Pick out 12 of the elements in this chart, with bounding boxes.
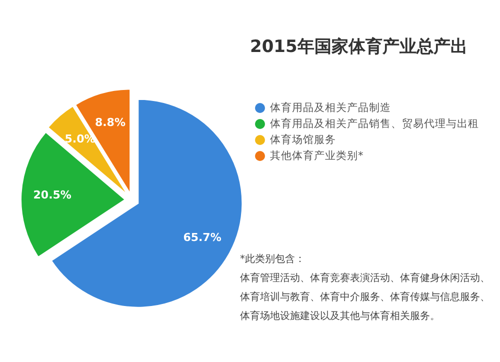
data-label: 8.8% [94, 116, 126, 130]
data-label: 20.5% [33, 188, 72, 202]
text: *此类别包含： [240, 253, 305, 265]
legend-label: 其他体育产业类别* [270, 148, 364, 162]
text: 体育场地设施建设以及其他与体育相关服务。 [240, 310, 440, 322]
chart-title: 2015年国家体育产业总产出 [250, 36, 468, 57]
text: 体育培训与教育、体育中介服务、体育传媒与信息服务、 [240, 291, 490, 303]
legend-label: 体育用品及相关产品销售、贸易代理与出租 [270, 116, 479, 130]
data-label: 65.7% [183, 230, 222, 244]
text: 体育管理活动、体育竞赛表演活动、体育健身休闲活动、 [240, 272, 490, 284]
legend-label: 体育用品及相关产品制造 [270, 100, 391, 114]
legend-label: 体育场馆服务 [270, 132, 336, 146]
